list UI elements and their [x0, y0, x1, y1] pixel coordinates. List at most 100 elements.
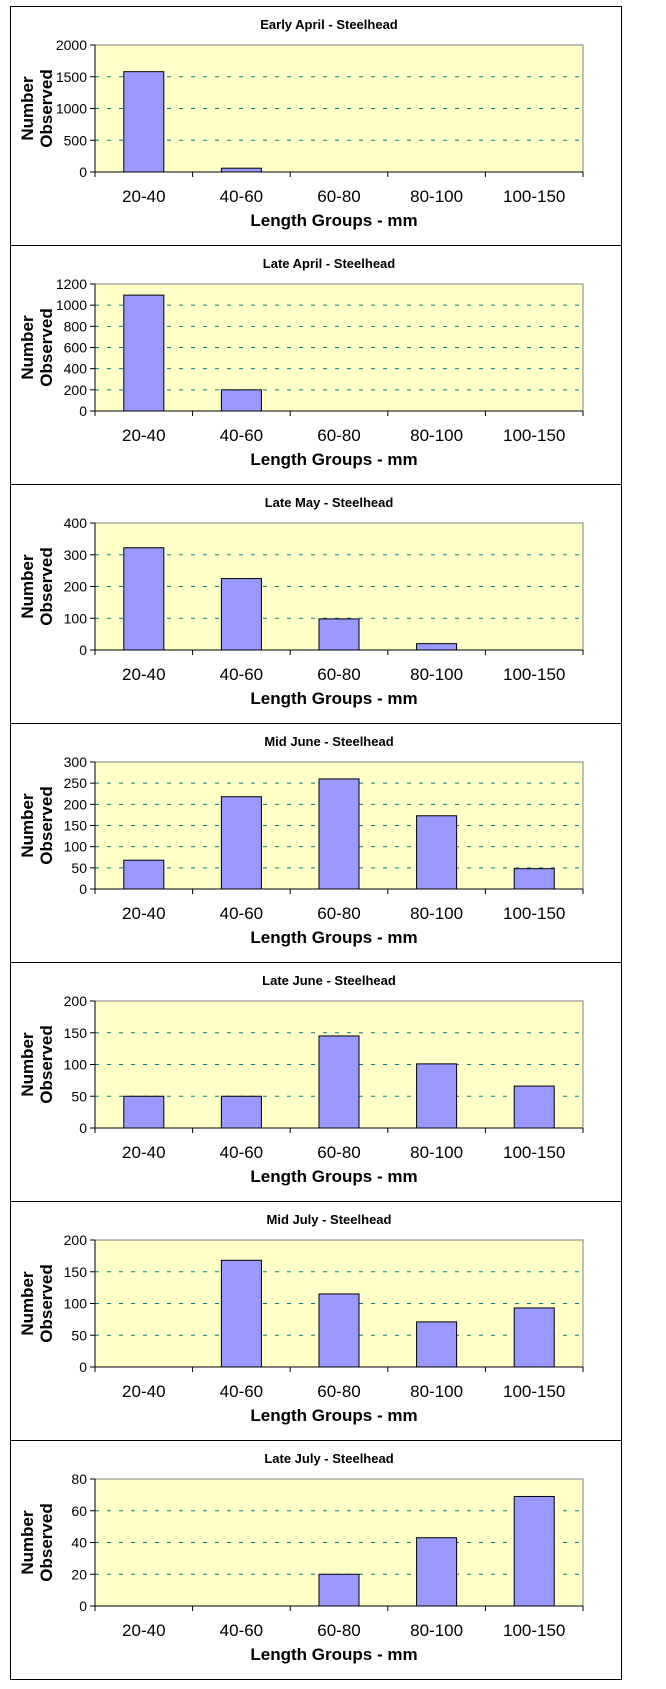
x-tick-label: 20-40: [122, 187, 165, 206]
y-axis-label-line: Number: [18, 793, 37, 858]
y-axis-label-line: Number: [18, 1510, 37, 1575]
x-tick-label: 80-100: [410, 1382, 463, 1401]
bar-chart: Late April - Steelhead 0 200 400 600 800 1000 1…: [18, 256, 584, 469]
chart-panel: Early April - Steelhead 0 500 1000 1500 2000 2…: [10, 6, 622, 245]
y-axis-label: Number Observed: [18, 1264, 56, 1342]
bar-20-40: [123, 547, 165, 651]
x-tick-label: 40-60: [220, 1143, 263, 1162]
y-tick-label: 20: [71, 1566, 87, 1582]
chart-panel: Late July - Steelhead 0 20 40 60 80 20-40 40-60…: [10, 1440, 622, 1680]
y-tick-label: 0: [79, 642, 87, 658]
y-tick-label: 200: [64, 1232, 88, 1248]
x-axis-label: Length Groups - mm: [250, 450, 417, 469]
y-axis-label-line: Observed: [37, 786, 56, 864]
x-tick-label: 100-150: [503, 1143, 565, 1162]
y-tick-label: 0: [79, 1598, 87, 1614]
x-tick-label: 20-40: [122, 426, 165, 445]
y-axis-label: Number Observed: [18, 1503, 56, 1581]
x-tick-label: 100-150: [503, 904, 565, 923]
y-axis-label-line: Number: [18, 1032, 37, 1097]
y-tick-label: 400: [64, 361, 88, 377]
bar-40-60: [220, 1095, 262, 1129]
y-tick-label: 100: [64, 610, 88, 626]
bar-chart: Late July - Steelhead 0 20 40 60 80 20-40 40-60…: [18, 1451, 584, 1664]
x-tick-label: 100-150: [503, 426, 565, 445]
bar-40-60: [220, 796, 262, 890]
y-tick-label: 200: [64, 382, 88, 398]
x-axis-label: Length Groups - mm: [250, 1406, 417, 1425]
y-tick-label: 500: [64, 132, 88, 148]
chart-title: Early April - Steelhead: [260, 17, 398, 32]
bar-20-40: [123, 1095, 165, 1129]
x-axis-label: Length Groups - mm: [250, 928, 417, 947]
bar-20-40: [123, 294, 165, 412]
y-tick-label: 50: [71, 1327, 87, 1343]
x-tick-label: 40-60: [220, 426, 263, 445]
bar-80-100: [416, 643, 458, 651]
y-tick-label: 200: [64, 579, 88, 595]
x-tick-label: 60-80: [317, 187, 360, 206]
chart-title: Late July - Steelhead: [264, 1451, 393, 1466]
bar-100-150: [513, 1085, 555, 1129]
y-tick-label: 0: [79, 1359, 87, 1375]
y-tick-label: 0: [79, 1120, 87, 1136]
chart-panel: Mid June - Steelhead 0 50 100 150 200 250 300 20…: [10, 723, 622, 962]
x-tick-label: 40-60: [220, 904, 263, 923]
bar-chart: Mid July - Steelhead 0 50 100 150 200 20-40 40-…: [18, 1212, 584, 1425]
y-tick-label: 150: [64, 1264, 88, 1280]
x-tick-label: 40-60: [220, 665, 263, 684]
x-tick-label: 20-40: [122, 904, 165, 923]
x-tick-label: 80-100: [410, 187, 463, 206]
y-axis-label-line: Observed: [37, 1264, 56, 1342]
x-tick-label: 80-100: [410, 904, 463, 923]
x-tick-label: 80-100: [410, 426, 463, 445]
y-tick-label: 1200: [56, 276, 87, 292]
y-axis-label-line: Observed: [37, 308, 56, 386]
y-axis-label: Number Observed: [18, 547, 56, 625]
x-tick-label: 60-80: [317, 665, 360, 684]
x-tick-label: 60-80: [317, 1621, 360, 1640]
bar-40-60: [220, 167, 262, 173]
x-tick-label: 20-40: [122, 1143, 165, 1162]
y-tick-label: 0: [79, 164, 87, 180]
x-tick-label: 80-100: [410, 1621, 463, 1640]
y-axis-label: Number Observed: [18, 786, 56, 864]
bar-80-100: [416, 1063, 458, 1129]
x-tick-label: 60-80: [317, 904, 360, 923]
y-tick-label: 800: [64, 318, 88, 334]
y-tick-label: 150: [64, 818, 88, 834]
x-tick-label: 60-80: [317, 426, 360, 445]
chart-panel: Late April - Steelhead 0 200 400 600 800 1000 1…: [10, 245, 622, 484]
y-tick-label: 100: [64, 1296, 88, 1312]
chart-panel: Late May - Steelhead 0 100 200 300 400 20-40 40…: [10, 484, 622, 723]
y-axis-label: Number Observed: [18, 1025, 56, 1103]
bar-40-60: [220, 389, 262, 412]
y-tick-label: 80: [71, 1471, 87, 1487]
bar-40-60: [220, 1259, 262, 1368]
bar-100-150: [513, 1307, 555, 1368]
bar-60-80: [318, 778, 360, 890]
x-axis-label: Length Groups - mm: [250, 1167, 417, 1186]
x-tick-label: 40-60: [220, 1382, 263, 1401]
y-tick-label: 0: [79, 881, 87, 897]
y-tick-label: 50: [71, 860, 87, 876]
x-tick-label: 60-80: [317, 1143, 360, 1162]
y-tick-label: 200: [64, 796, 88, 812]
x-tick-label: 40-60: [220, 1621, 263, 1640]
x-tick-label: 20-40: [122, 665, 165, 684]
x-tick-label: 20-40: [122, 1382, 165, 1401]
y-tick-label: 1000: [56, 297, 87, 313]
bar-chart: Late June - Steelhead 0 50 100 150 200 20-40 40…: [18, 973, 584, 1186]
bar-60-80: [318, 1035, 360, 1129]
bar-60-80: [318, 1293, 360, 1368]
bar-20-40: [123, 859, 165, 890]
bar-80-100: [416, 1321, 458, 1368]
x-axis-label: Length Groups - mm: [250, 211, 417, 230]
y-tick-label: 1500: [56, 69, 87, 85]
y-axis-label-line: Number: [18, 315, 37, 380]
y-tick-label: 400: [64, 515, 88, 531]
chart-panel: Mid July - Steelhead 0 50 100 150 200 20-40 40-…: [10, 1201, 622, 1440]
y-tick-label: 300: [64, 547, 88, 563]
y-tick-label: 50: [71, 1088, 87, 1104]
y-axis-label: Number Observed: [18, 69, 56, 147]
